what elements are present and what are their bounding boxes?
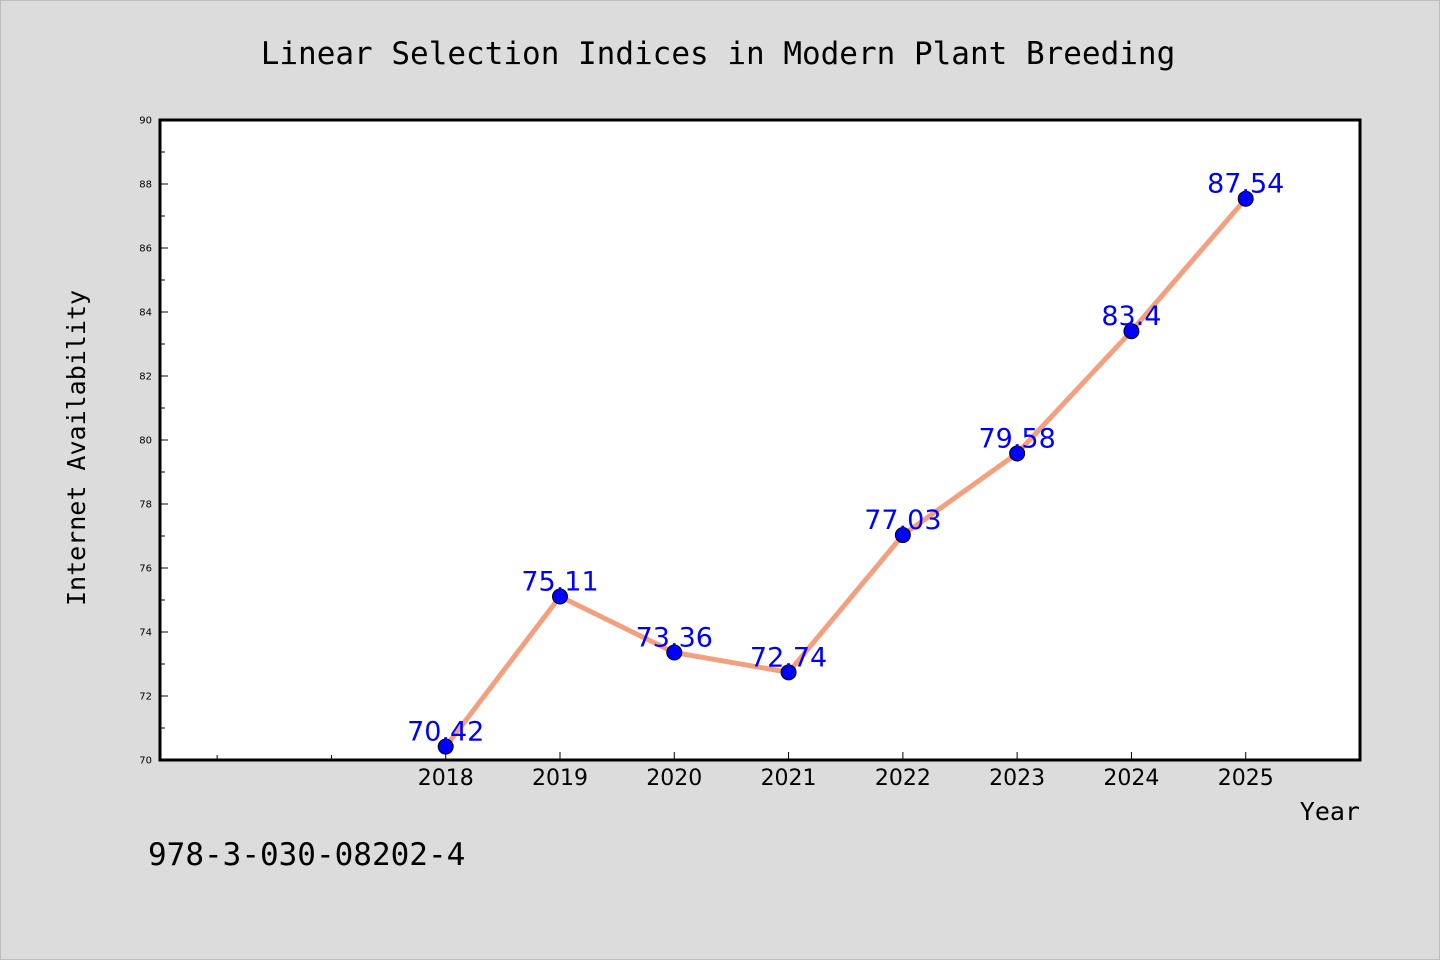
y-tick-label: 84 [139,308,152,319]
y-tick-label: 86 [139,244,152,255]
y-tick-label: 72 [139,692,152,703]
data-point [1123,323,1140,340]
data-point [552,588,568,605]
x-axis: 2018 2019 2020 2021 2022 2023 2024 2025 [216,752,1274,791]
data-point [1009,445,1026,462]
y-tick-label: 88 [139,180,152,191]
y-tick-label: 78 [139,500,152,511]
data-point [437,738,454,755]
y-tick-label: 80 [139,436,152,447]
data-label: 87.54 [1207,169,1284,200]
data-point [1237,190,1254,207]
data-point [666,644,683,661]
series-line [443,196,1249,750]
data-label: 79.58 [978,423,1055,454]
data-point [894,527,911,544]
y-tick-label: 82 [139,372,152,383]
x-tick-label: 2022 [875,766,931,791]
isbn-text: 978-3-030-08202-4 [148,837,465,873]
x-tick-label: 2019 [532,766,588,791]
x-tick-label: 2024 [1103,766,1159,791]
x-tick-label: 2021 [761,766,817,791]
y-tick-label: 70 [139,756,152,767]
y-tick-label: 90 [139,116,152,127]
x-axis-label: Year [1300,797,1360,826]
series-layer: 70.42 75.11 73.36 72.74 77.03 79.58 83.4 87.54 [407,169,1284,755]
y-tick-label: 76 [139,564,152,575]
data-label: 75.11 [521,566,598,597]
data-label: 73.36 [636,622,713,653]
x-tick-label: 2020 [646,766,702,791]
x-tick-label: 2018 [418,766,474,791]
data-label: 83.4 [1101,301,1161,332]
chart-title: Linear Selection Indices in Modern Plant… [261,36,1176,72]
x-tick-label: 2023 [989,766,1045,791]
plot-area [160,120,1360,760]
data-label: 77.03 [864,505,941,536]
x-tick-label: 2025 [1218,766,1274,791]
y-axis-label: Internet Availability [62,290,91,606]
data-label: 70.42 [407,717,484,748]
plot-frame [158,118,1362,762]
y-tick-label: 74 [139,628,152,639]
data-point [780,664,797,681]
data-label: 72.74 [750,642,827,673]
y-axis: 70 72 74 76 78 80 82 84 86 88 90 [139,116,168,767]
